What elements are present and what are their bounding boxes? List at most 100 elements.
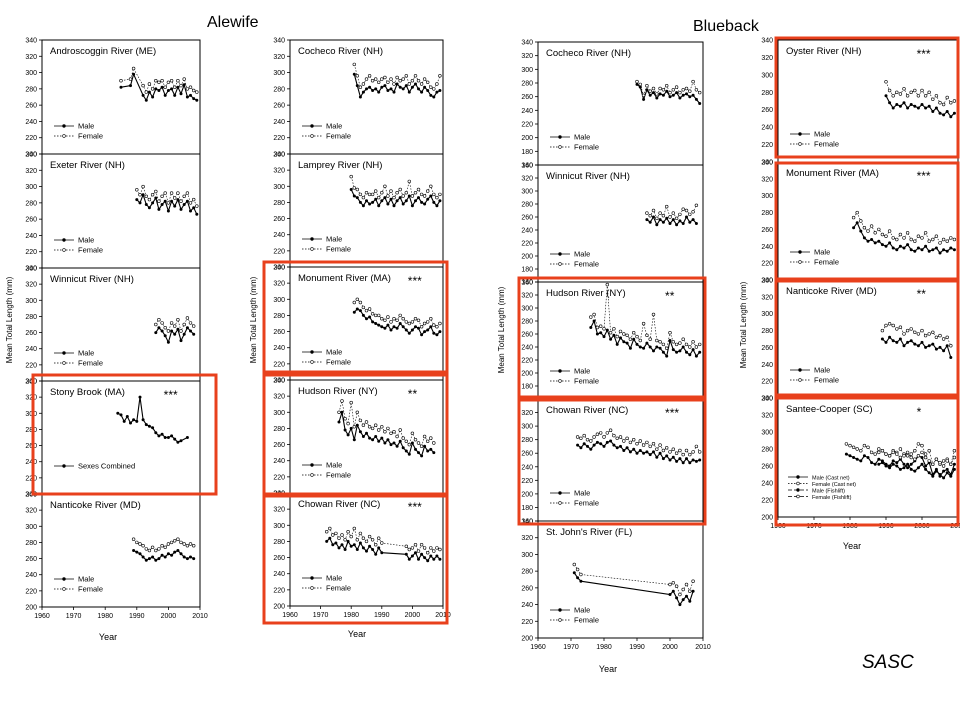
legend-marker <box>62 464 66 468</box>
data-point <box>898 232 903 237</box>
data-point <box>407 321 411 326</box>
y-tick-label: 260 <box>273 442 285 449</box>
panel-title: Winnicut River (NH) <box>546 171 630 182</box>
legend-marker <box>62 238 66 242</box>
x-axis-label: Year <box>99 632 117 642</box>
data-point <box>941 459 946 463</box>
data-point <box>352 194 356 198</box>
data-point <box>638 449 642 452</box>
data-point <box>166 436 170 439</box>
data-point <box>934 94 939 98</box>
legend-marker <box>310 237 314 241</box>
data-point <box>398 313 402 318</box>
data-point <box>157 89 161 92</box>
data-point <box>435 554 439 558</box>
data-point <box>367 74 372 78</box>
legend-marker <box>310 134 314 138</box>
y-tick-label: 220 <box>521 358 533 365</box>
data-point <box>429 194 433 198</box>
data-point <box>383 75 387 80</box>
y-tick-label: 240 <box>25 233 37 240</box>
data-point <box>407 90 411 94</box>
data-point <box>880 449 885 453</box>
data-point <box>575 435 580 439</box>
data-point <box>395 444 399 448</box>
data-point <box>150 193 155 197</box>
data-point <box>417 451 420 455</box>
data-point <box>942 248 946 252</box>
data-point <box>364 308 369 313</box>
data-point <box>407 194 411 198</box>
data-point <box>691 218 695 222</box>
highlight-box <box>517 398 707 526</box>
data-point <box>913 330 917 334</box>
y-tick-label: 300 <box>273 523 285 530</box>
legend-marker <box>796 488 800 492</box>
data-point <box>364 191 369 195</box>
data-point <box>374 322 378 325</box>
data-point <box>438 89 442 92</box>
data-point <box>398 78 402 83</box>
data-point <box>891 323 895 328</box>
data-point <box>389 87 393 91</box>
data-point <box>681 207 685 211</box>
y-tick-label: 320 <box>761 294 773 301</box>
data-point <box>622 332 626 336</box>
x-tick-label: 1960 <box>34 613 50 620</box>
legend-label: Male <box>326 574 342 583</box>
y-tick-label: 340 <box>273 152 285 159</box>
data-point <box>851 215 856 220</box>
y-tick-label: 300 <box>25 184 37 191</box>
data-point <box>141 543 145 548</box>
data-point <box>138 542 142 546</box>
data-point <box>386 426 390 431</box>
y-tick-label: 340 <box>761 278 773 285</box>
data-point <box>688 461 692 465</box>
data-point <box>949 115 953 119</box>
data-point <box>410 194 415 198</box>
x-tick-label: 2000 <box>405 612 421 619</box>
data-point <box>909 90 913 95</box>
data-point <box>931 330 935 334</box>
legend-label: Female <box>574 260 599 269</box>
y-tick-label: 280 <box>25 314 37 321</box>
data-point <box>622 449 626 452</box>
data-point <box>343 428 347 432</box>
data-point <box>884 340 888 344</box>
data-point <box>941 464 946 468</box>
data-point <box>952 237 957 242</box>
y-tick-label: 300 <box>761 311 773 318</box>
y-tick-label: 280 <box>521 569 533 576</box>
y-tick-label: 300 <box>521 424 533 431</box>
data-point <box>674 451 679 455</box>
data-point <box>157 318 161 322</box>
data-point <box>648 345 652 349</box>
y-tick-label: 300 <box>761 193 773 200</box>
data-point <box>189 555 192 559</box>
data-point <box>642 346 646 350</box>
data-point <box>949 356 953 359</box>
data-point <box>361 546 365 550</box>
y-tick-label: 320 <box>273 54 285 61</box>
data-point <box>407 452 411 456</box>
data-point <box>668 95 672 99</box>
data-point <box>398 187 402 192</box>
y-tick-label: 200 <box>273 378 285 385</box>
data-point <box>386 80 390 85</box>
data-point <box>681 337 685 341</box>
legend-label: Female <box>814 376 839 385</box>
x-tick-label: 2010 <box>192 613 208 620</box>
data-point <box>337 546 341 550</box>
data-point <box>377 439 381 443</box>
y-tick-label: 300 <box>521 189 533 196</box>
data-point <box>949 474 953 478</box>
data-point <box>648 453 652 457</box>
data-point <box>423 85 427 89</box>
data-point <box>368 85 372 89</box>
significance-stars: *** <box>665 406 679 420</box>
data-point <box>349 534 353 539</box>
data-point <box>678 212 682 217</box>
data-point <box>684 448 689 453</box>
data-point <box>632 337 636 341</box>
data-point <box>916 246 920 250</box>
